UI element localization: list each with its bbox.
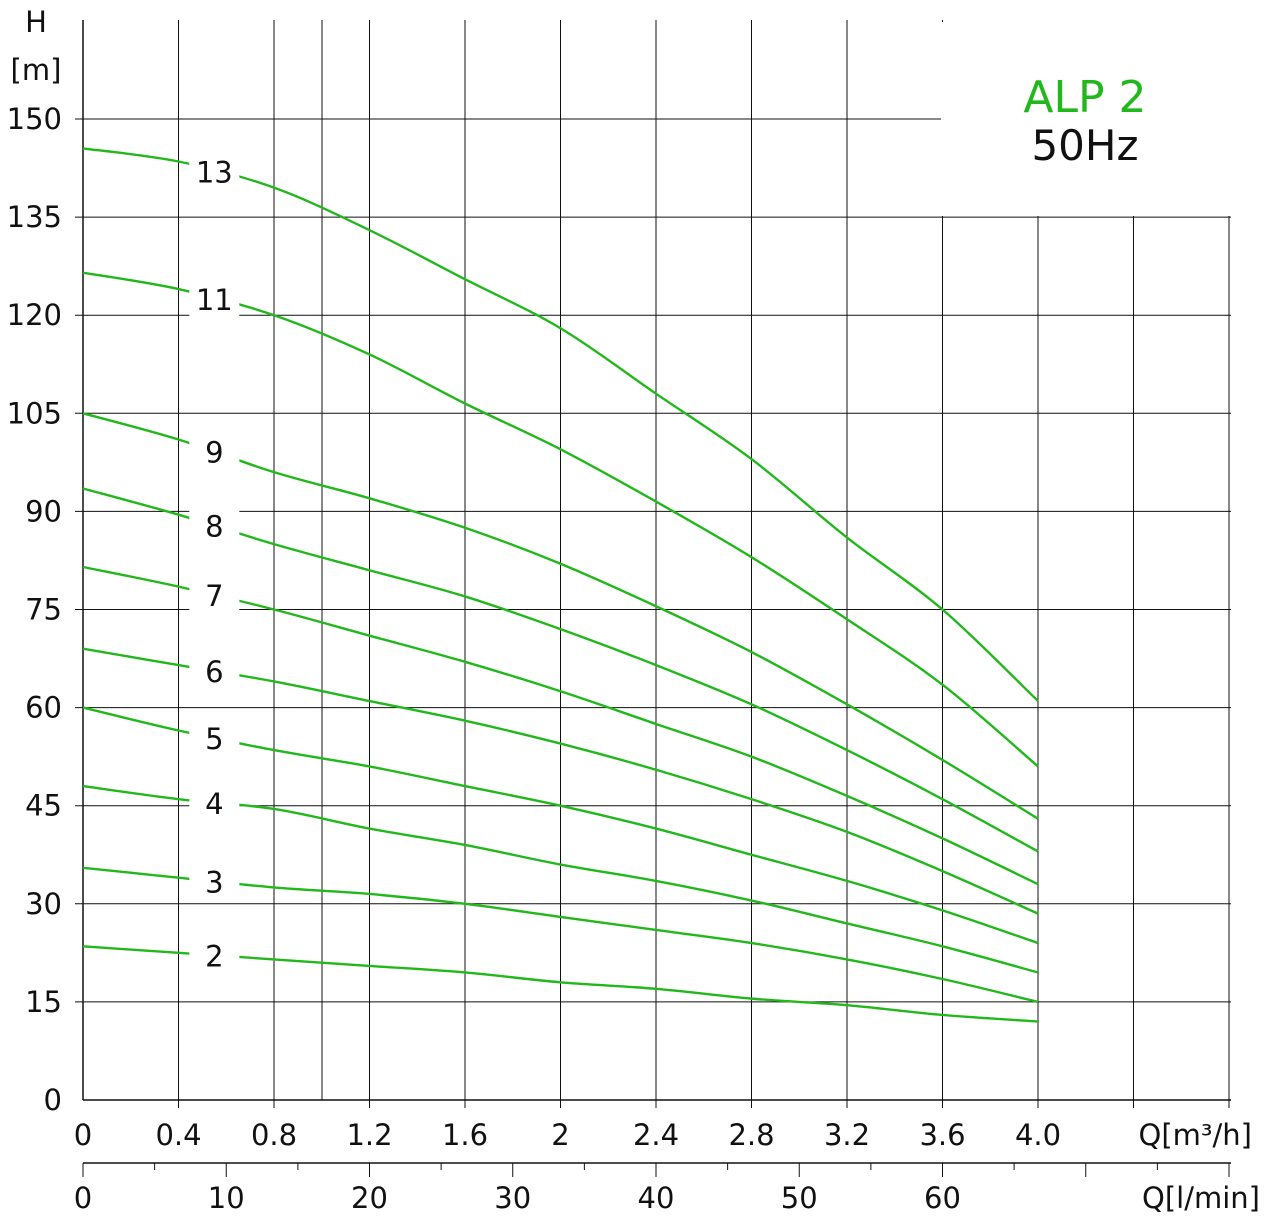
y-tick-label: 150 — [7, 102, 62, 136]
y-tick-label: 90 — [25, 494, 62, 528]
y-tick-label: 75 — [25, 593, 62, 627]
curve-label-bg — [189, 719, 240, 756]
y-tick-label: 135 — [7, 200, 62, 234]
x-tick-label-lmin: 40 — [638, 1181, 675, 1215]
curve-label-bg — [189, 937, 240, 974]
curve-label-bg — [189, 784, 240, 821]
y-tick-label: 15 — [25, 985, 62, 1019]
curve-labels: 13 11 9 8 7 6 5 4 3 2 — [189, 153, 240, 974]
y-axis-label: H — [25, 5, 47, 39]
chart-title: ALP 2 — [1023, 72, 1146, 123]
y-tick-label: 105 — [7, 396, 62, 430]
curve-label-3: 3 — [205, 865, 223, 899]
x-tick-label-m3h: 0 — [74, 1118, 92, 1152]
x-tick-label-lmin: 20 — [351, 1181, 388, 1215]
curve-label-9: 9 — [205, 436, 223, 470]
x-tick-label-m3h: 2.4 — [633, 1118, 679, 1152]
curve-7 — [82, 565, 1039, 886]
curve-8 — [82, 487, 1039, 853]
x-axis-label-m3h: Q[m³/h] — [1139, 1118, 1252, 1152]
y-axis-unit: [m] — [11, 53, 62, 87]
curve-label-bg — [189, 507, 240, 544]
curves — [82, 147, 1039, 1023]
curve-label-4: 4 — [205, 787, 223, 821]
x-tick-label-lmin: 10 — [208, 1181, 245, 1215]
curve-3 — [82, 866, 1039, 1004]
x-tick-label-m3h: 0.4 — [155, 1118, 201, 1152]
x-tick-label-lmin: 30 — [494, 1181, 531, 1215]
y-tick-label: 0 — [44, 1083, 62, 1117]
curve-9 — [82, 412, 1039, 820]
curve-5 — [82, 706, 1039, 945]
curve-label-11: 11 — [196, 283, 233, 317]
title-box — [941, 22, 1231, 216]
x-tick-label-m3h: 3.2 — [824, 1118, 870, 1152]
curve-4 — [82, 784, 1039, 974]
x-tick-label-m3h: 1.2 — [346, 1118, 392, 1152]
curve-label-bg — [189, 153, 240, 190]
curve-2 — [82, 945, 1039, 1023]
y-tick-label: 45 — [25, 789, 62, 823]
curve-label-bg — [189, 280, 240, 317]
x-tick-label-m3h: 4.0 — [1015, 1118, 1061, 1152]
y-tick-label: 120 — [7, 298, 62, 332]
curve-11 — [82, 271, 1039, 768]
y-tick-label: 30 — [25, 887, 62, 921]
x-tick-label-lmin: 60 — [924, 1181, 961, 1215]
x-tick-label-m3h: 2.8 — [728, 1118, 774, 1152]
curve-label-bg — [189, 433, 240, 470]
grid — [75, 20, 1231, 1177]
x-tick-label-lmin: 50 — [781, 1181, 818, 1215]
y-tick-label: 60 — [25, 691, 62, 725]
x-axis-label-lmin: Q[l/min] — [1142, 1181, 1260, 1215]
curve-label-7: 7 — [205, 579, 223, 613]
curve-label-5: 5 — [205, 722, 223, 756]
x-tick-label-lmin: 0 — [74, 1181, 92, 1215]
x-tick-label-m3h: 1.6 — [442, 1118, 488, 1152]
curve-6 — [82, 647, 1039, 915]
x-tick-label-m3h: 2 — [551, 1118, 569, 1152]
curve-label-bg — [189, 863, 240, 900]
curve-label-bg — [189, 653, 240, 690]
chart-subtitle: 50Hz — [1031, 121, 1138, 170]
curve-label-13: 13 — [196, 155, 233, 189]
curve-label-8: 8 — [205, 510, 223, 544]
curve-label-6: 6 — [205, 655, 223, 689]
curve-label-bg — [189, 577, 240, 614]
x-tick-label-m3h: 3.6 — [919, 1118, 965, 1152]
curve-13 — [82, 147, 1039, 702]
curve-label-2: 2 — [205, 939, 223, 973]
x-tick-label-m3h: 0.8 — [251, 1118, 297, 1152]
